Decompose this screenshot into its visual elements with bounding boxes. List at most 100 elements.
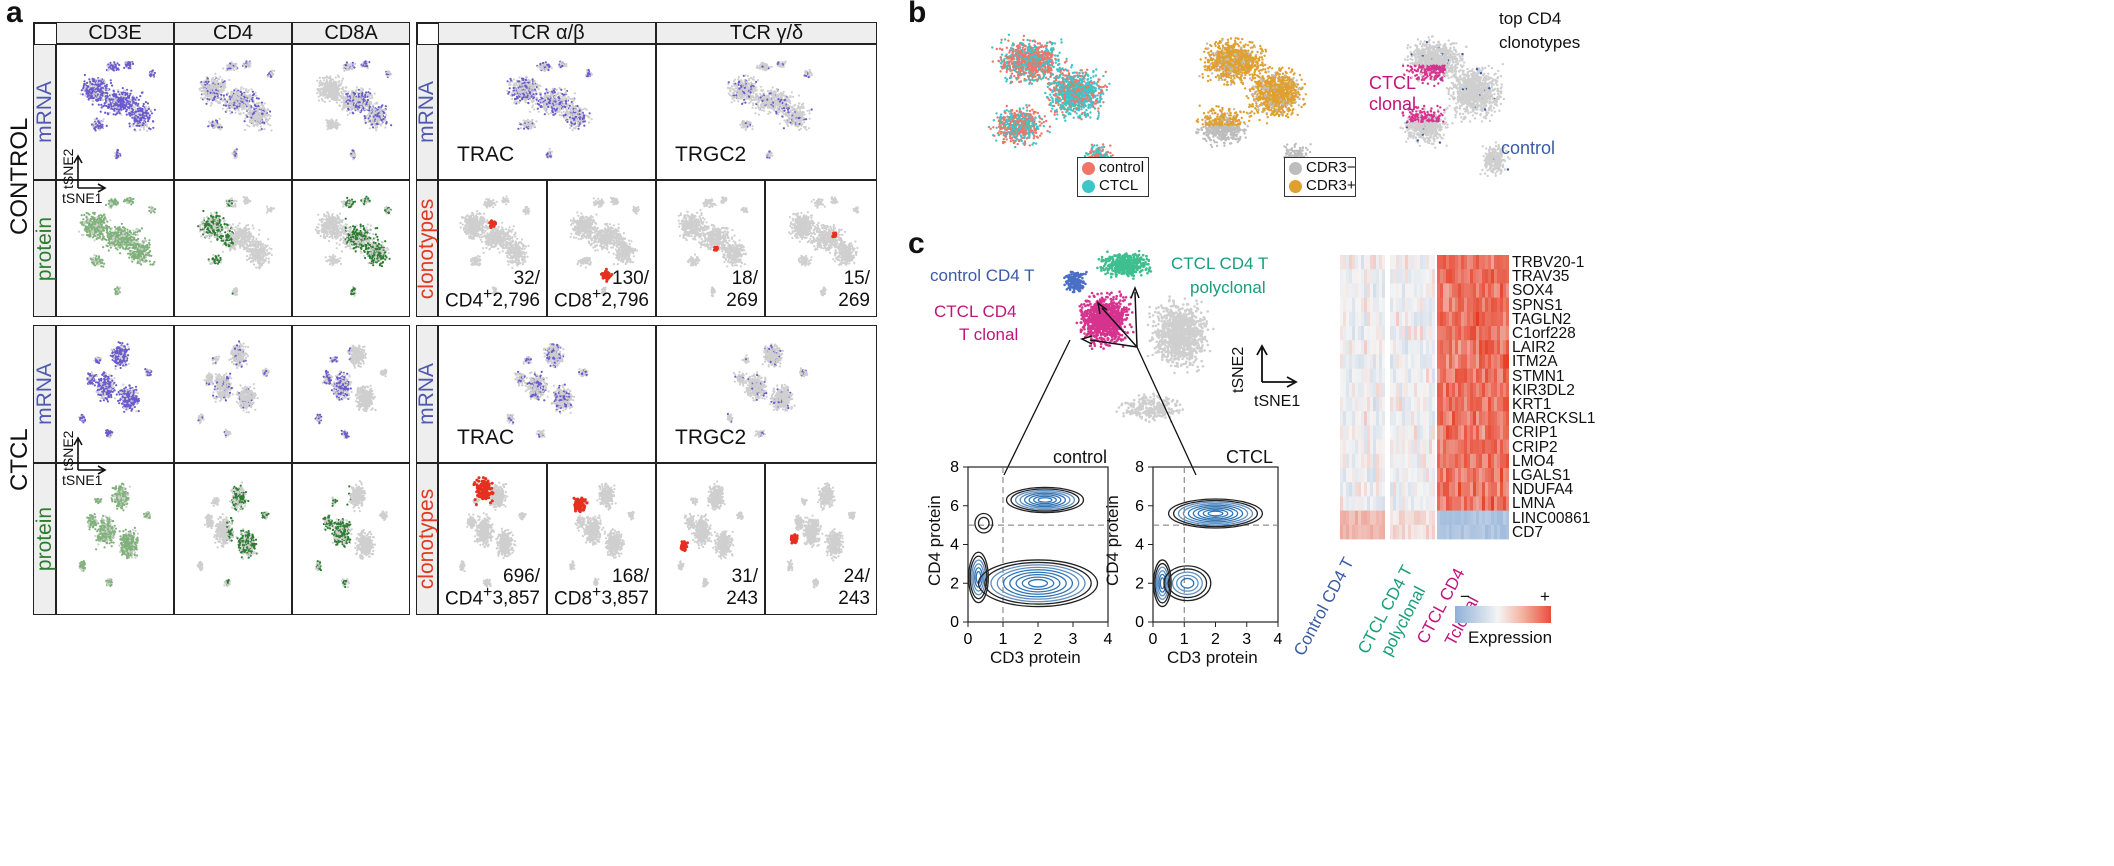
tsne-ctrl-cd4-protein [174, 180, 292, 317]
cd8-label-ctcl: CD8+ [554, 584, 601, 610]
count-ctcl-gd2: 24/ 243 [838, 566, 870, 610]
count-ctcl-gd1: 31/ 243 [726, 566, 758, 610]
contour-xtick: 3 [1242, 631, 1251, 648]
tsne-ctcl-cd4-protein [174, 463, 292, 615]
tsne-ctrl-cd8a-protein [292, 180, 410, 317]
contour-title-control: control [1053, 447, 1107, 468]
expression-colorbar [1455, 606, 1551, 623]
panel-b-letter: b [908, 0, 926, 30]
tsne-ctrl-trac-mrna: TRAC [438, 44, 656, 180]
legend-dot-control [1082, 162, 1095, 175]
contour-ytick: 8 [950, 459, 959, 476]
legend-dot-cdr3-pos [1289, 180, 1302, 193]
heatmap-gene-label: KRT1 [1512, 396, 1551, 414]
heatmap-gene-label: KIR3DL2 [1512, 382, 1575, 400]
contour-ytick: 0 [1135, 614, 1144, 631]
side-protein-ctcl-left: protein [33, 463, 56, 615]
tsne-points [316, 60, 393, 161]
tsne-points [569, 482, 635, 586]
heatmap-gene-label: STMN1 [1512, 368, 1565, 386]
control-label-b: control [1501, 138, 1555, 159]
tsne-points [77, 196, 157, 296]
tsne2-label-c: tSNE2 [1230, 347, 1248, 393]
tsne-ctcl-cd8a-protein [292, 463, 410, 615]
tsne-points [197, 340, 270, 438]
header-cd8a: CD8A [292, 22, 410, 44]
top-cd4-label-2: clonotypes [1499, 33, 1580, 53]
tsne-points [727, 60, 813, 159]
heatmap-gene-label: TRBV20-1 [1512, 254, 1584, 272]
tsne-ctcl-cd3e-mrna [56, 325, 174, 463]
contour-xtick: 1 [999, 631, 1008, 648]
tsne-points [677, 196, 749, 298]
tsne-ctrl-clono-cd8: 130/ 2,796 CD8+ [547, 180, 656, 317]
tsne-points [677, 480, 744, 588]
contour-xtick: 4 [1274, 631, 1283, 648]
heatmap-gene-label: NDUFA4 [1512, 481, 1573, 499]
heatmap-gene-label: CRIP1 [1512, 424, 1558, 442]
tsne-points [788, 196, 860, 297]
contour-ytick: 4 [1135, 537, 1144, 554]
tsne-ctcl-clono-cd8: 168/ 3,857 CD8+ [547, 463, 656, 615]
tsne-points [78, 341, 153, 439]
tsne-axes-c [1256, 344, 1298, 388]
tsne-points [726, 343, 809, 439]
heatmap-gene-label: MARCKSL1 [1512, 410, 1596, 428]
heatmap-gene-label: LINC00861 [1512, 510, 1590, 528]
tsne-points [506, 60, 593, 159]
expression-label: Expression [1468, 628, 1552, 648]
header-tcr-gd: TCR γ/δ [656, 22, 877, 44]
tsne-points [78, 482, 151, 587]
tsne-ctrl-cd3e-mrna [56, 44, 174, 180]
tsne-ctrl-clono-gd2: 15/ 269 [765, 180, 877, 317]
contour-xtick: 2 [1211, 631, 1220, 648]
heatmap-gene-label: C1orf228 [1512, 325, 1576, 343]
contour-xtick: 0 [964, 631, 973, 648]
contour-ytick: 2 [950, 575, 959, 592]
side-mrna-ctrl-right: mRNA [415, 44, 438, 180]
legend-dot-ctcl [1082, 180, 1095, 193]
ctcl-clonal-c-1: CTCL CD4 [934, 302, 1017, 322]
tsne-points [315, 480, 389, 589]
header-tcr-ab: TCR α/β [438, 22, 656, 44]
tsne-ctrl-clono-cd4: 32/ 2,796 CD4+ [438, 180, 547, 317]
side-mrna-ctcl-right: mRNA [415, 325, 438, 463]
header-cd3e: CD3E [56, 22, 174, 44]
count-ctrl-gd1: 18/ 269 [726, 268, 758, 312]
header-cd4: CD4 [174, 22, 292, 44]
legend-cdr3: CDR3− CDR3+ [1284, 157, 1356, 197]
heatmap [1340, 255, 1509, 540]
contour-ylabel-control: CD4 protein [925, 495, 945, 586]
contour-ctcl: 0 1 2 3 4 0 2 4 6 8 [1135, 459, 1283, 648]
legend-sample: control CTCL [1077, 157, 1149, 197]
legend-text-ctcl: CTCL [1099, 177, 1138, 194]
ctcl-clonal-b-1: CTCL [1369, 73, 1416, 94]
cd4-label-ctrl: CD4+ [445, 286, 492, 312]
tsne-points [459, 195, 531, 296]
legend-text-cdr3-neg: CDR3− [1306, 159, 1356, 176]
tsne-points [314, 344, 388, 439]
heatmap-group-control: Control CD4 T [1290, 554, 1359, 659]
side-mrna-ctrl-left: mRNA [33, 44, 56, 180]
tsne-ctcl-clono-gd1: 31/ 243 [656, 463, 765, 615]
contour-ytick: 8 [1135, 459, 1144, 476]
contour-xlabel-ctcl: CD3 protein [1167, 648, 1258, 668]
tsne1-label-c: tSNE1 [1254, 393, 1300, 411]
expression-plus: + [1540, 587, 1550, 607]
side-mrna-ctcl-left: mRNA [33, 325, 56, 463]
tsne-ctcl-trgc2-mrna: TRGC2 [656, 325, 877, 463]
tsne-points [79, 60, 156, 160]
heatmap-gene-label: LMNA [1512, 495, 1555, 513]
tsne-ctrl-cd8a-mrna [292, 44, 410, 180]
contour-xtick: 0 [1149, 631, 1158, 648]
contour-xtick: 4 [1104, 631, 1113, 648]
count-ctrl-gd2: 15/ 269 [838, 268, 870, 312]
row-title-control: CONTROL [6, 118, 34, 235]
tsne-ctcl-clono-gd2: 24/ 243 [765, 463, 877, 615]
gene-trac-ctrl: TRAC [457, 143, 514, 167]
side-protein-ctrl-left: protein [33, 180, 56, 317]
contour-xtick: 1 [1180, 631, 1189, 648]
cd8-label-ctrl: CD8+ [554, 286, 601, 312]
tsne-b-clonotypes [1399, 35, 1511, 178]
panel-c-arrows [1003, 285, 1197, 476]
